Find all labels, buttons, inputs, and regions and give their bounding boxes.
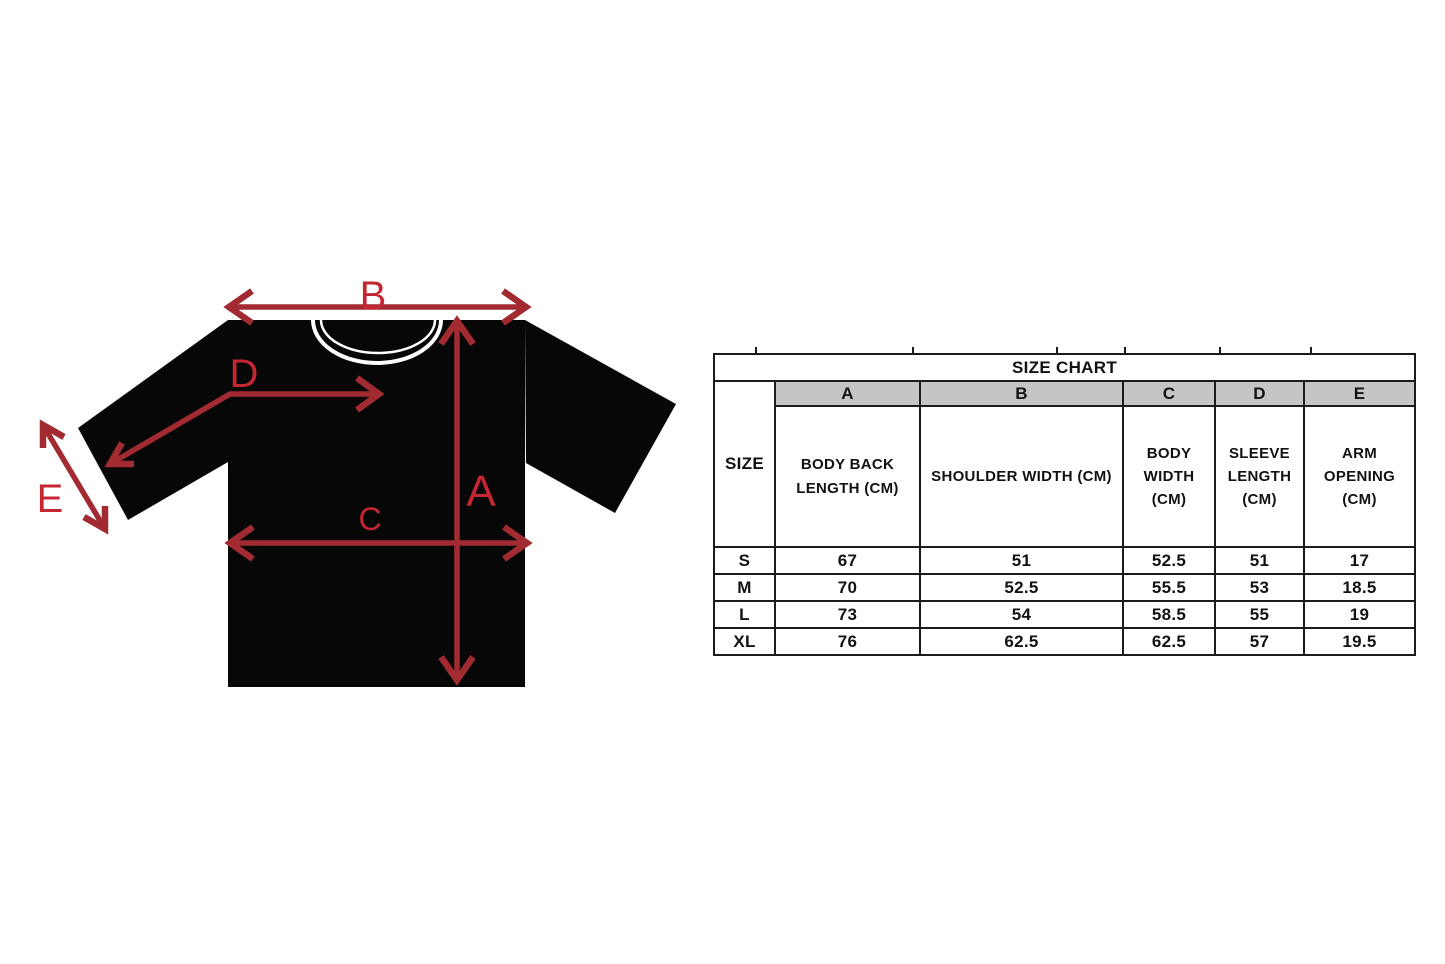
table-row-l: L 73 54 58.5 55 19	[713, 600, 1417, 629]
tshirt-right-sleeve	[525, 320, 676, 513]
column-letter-d: D	[1214, 380, 1305, 407]
measurement-label-b: B	[360, 274, 387, 318]
tick-mark	[1310, 347, 1312, 354]
tshirt-graphic	[78, 319, 676, 687]
value-cell: 62.5	[919, 627, 1124, 656]
tshirt-body	[228, 320, 525, 687]
value-cell: 19.5	[1302, 627, 1417, 656]
tshirt-collar-inner	[319, 319, 437, 355]
column-letter-b: B	[919, 380, 1124, 407]
value-cell: 73	[774, 600, 921, 629]
value-cell: 55	[1214, 600, 1305, 629]
value-cell: 54	[919, 600, 1124, 629]
column-description-e: ARM OPENING (CM)	[1302, 405, 1417, 548]
tshirt-collar-outer	[311, 319, 443, 365]
value-cell: 17	[1302, 546, 1417, 575]
value-cell: 18.5	[1302, 573, 1417, 602]
tick-mark	[1056, 347, 1058, 354]
size-chart-title: SIZE CHART	[712, 353, 1417, 382]
value-cell: 19	[1302, 600, 1417, 629]
value-cell: 51	[1214, 546, 1305, 575]
measurement-label-e: E	[37, 477, 64, 521]
column-description-a: BODY BACK LENGTH (CM)	[774, 405, 921, 548]
measurement-arrow-d: D	[104, 352, 385, 468]
size-cell: XL	[713, 627, 776, 656]
table-row-m: M 70 52.5 55.5 53 18.5	[713, 573, 1417, 602]
size-cell: M	[713, 573, 776, 602]
tick-mark	[1219, 347, 1221, 354]
size-chart-panel: SIZE CHART SIZE A B C D E BODY BACK LENG…	[712, 347, 1417, 656]
column-letter-a: A	[774, 380, 921, 407]
tick-mark	[912, 347, 914, 354]
column-description-b: SHOULDER WIDTH (CM)	[919, 405, 1124, 548]
size-chart-table: SIZE CHART SIZE A B C D E BODY BACK LENG…	[712, 353, 1417, 656]
value-cell: 51	[919, 546, 1124, 575]
tshirt-measurement-diagram: B A C D E	[37, 274, 676, 687]
value-cell: 76	[774, 627, 921, 656]
value-cell: 52.5	[1122, 546, 1216, 575]
measurement-label-a: A	[466, 467, 496, 516]
tick-mark	[755, 347, 757, 354]
table-row-xl: XL 76 62.5 62.5 57 19.5	[713, 627, 1417, 656]
measurement-arrow-e: E	[37, 419, 109, 535]
column-description-d: SLEEVE LENGTH (CM)	[1214, 405, 1305, 548]
column-letter-e: E	[1302, 380, 1417, 407]
value-cell: 62.5	[1122, 627, 1216, 656]
value-cell: 58.5	[1122, 600, 1216, 629]
tshirt-left-sleeve	[78, 320, 228, 520]
table-row-s: S 67 51 52.5 51 17	[713, 546, 1417, 575]
measurement-label-d: D	[230, 352, 259, 396]
size-cell: S	[713, 546, 776, 575]
measurement-arrow-b: B	[223, 274, 532, 326]
measurement-arrow-a: A	[438, 315, 496, 686]
column-letter-c: C	[1122, 380, 1216, 407]
measurement-label-c: C	[358, 501, 381, 537]
measurement-arrow-c: C	[224, 501, 533, 562]
column-description-c: BODY WIDTH (CM)	[1122, 405, 1216, 548]
value-cell: 57	[1214, 627, 1305, 656]
size-cell: L	[713, 600, 776, 629]
value-cell: 55.5	[1122, 573, 1216, 602]
value-cell: 67	[774, 546, 921, 575]
tick-mark	[1124, 347, 1126, 354]
size-column-header: SIZE	[713, 380, 776, 548]
value-cell: 52.5	[919, 573, 1124, 602]
value-cell: 53	[1214, 573, 1305, 602]
value-cell: 70	[774, 573, 921, 602]
